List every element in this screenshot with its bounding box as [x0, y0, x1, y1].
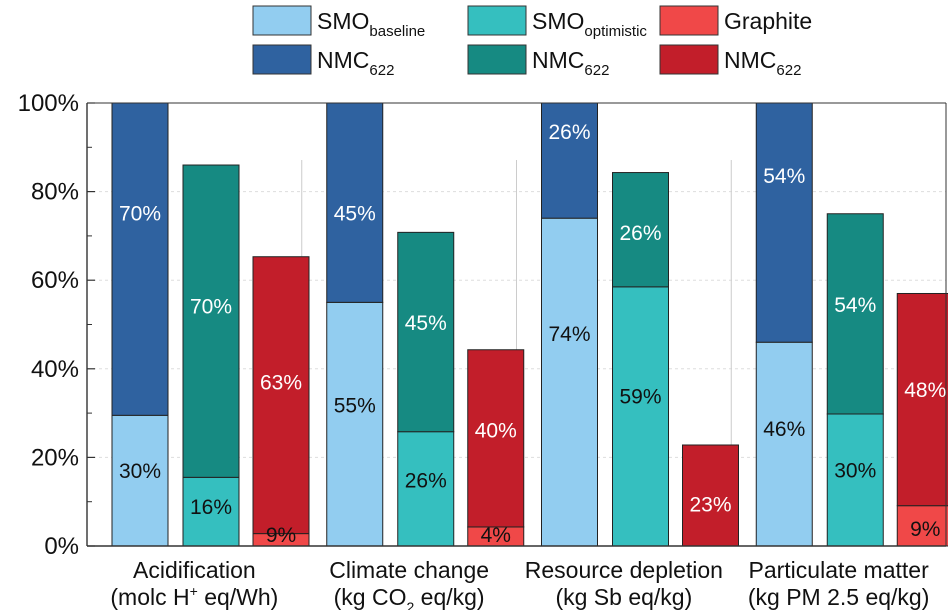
data-label: 16% [190, 496, 232, 519]
bar-segment-bottom [111, 414, 169, 547]
bar-segment-bottom [326, 301, 384, 547]
bar-segment-top [397, 231, 455, 433]
bar-segment-bottom [182, 476, 240, 547]
data-label: 59% [619, 386, 661, 409]
y-tick-label: 100% [18, 90, 79, 117]
x-category-label: Acidification [133, 557, 256, 583]
legend-label: NMC622 [317, 47, 394, 79]
legend-label: SMObaseline [317, 8, 425, 40]
bars [111, 102, 948, 547]
x-category-unit: (kg CO2 eq/kg) [334, 584, 485, 610]
data-label: 54% [763, 165, 805, 188]
data-label: 45% [334, 203, 376, 226]
bar-segment-top [326, 102, 384, 303]
bar-segment-bottom [755, 341, 813, 547]
bar-segment-top [755, 102, 813, 343]
data-label: 55% [334, 395, 376, 418]
y-tick-label: 40% [31, 356, 79, 383]
bar-segment-top [612, 172, 669, 288]
data-label: 30% [834, 459, 876, 482]
x-category-unit: (kg PM 2.5 eq/kg) [748, 584, 930, 610]
legend-label: SMOoptimistic [532, 8, 647, 40]
data-label: 74% [548, 323, 590, 346]
y-tick-label: 60% [31, 267, 79, 294]
legend-swatch [659, 44, 719, 75]
x-category-label: Resource depletion [525, 557, 723, 583]
bar-segment-top [182, 164, 240, 478]
bar-segment-top [467, 349, 525, 528]
data-label: 9% [910, 518, 940, 541]
legend-label: Graphite [724, 8, 812, 34]
data-label: 23% [689, 494, 731, 517]
data-label: 9% [266, 524, 296, 547]
legend-swatch [252, 44, 312, 75]
bar-segment-bottom [896, 505, 948, 547]
y-tick-label: 80% [31, 179, 79, 206]
legend-swatch [467, 5, 527, 36]
bar-segment-bottom [612, 286, 669, 547]
data-label: 26% [548, 121, 590, 144]
data-label: 26% [405, 470, 447, 493]
data-label: 48% [904, 379, 946, 402]
bar-segment-top [252, 256, 310, 535]
bar-segment-top [826, 213, 884, 415]
data-labels: 70% 30% 70% 16% 63% 9% 45% 55% 45% 26% 40% 4% 26% 74%… [119, 121, 946, 547]
data-label: 45% [405, 312, 447, 335]
x-category-label: Climate change [329, 557, 489, 583]
bar-segment-top [541, 102, 598, 219]
bar-segment-bottom [826, 413, 884, 547]
y-tick-label: 0% [44, 533, 79, 560]
data-label: 26% [619, 222, 661, 245]
legend-label: NMC622 [724, 47, 801, 79]
legend-swatch [467, 44, 527, 75]
x-category-unit: (molc H+ eq/Wh) [110, 583, 278, 610]
data-label: 54% [834, 294, 876, 317]
y-tick-label: 20% [31, 444, 79, 471]
data-label: 70% [190, 296, 232, 319]
data-label: 30% [119, 460, 161, 483]
x-category-label: Particulate matter [749, 557, 930, 583]
bar-segment-top [896, 292, 948, 507]
axes: 0% 20% 40% 60% 80% 100% Acidification(molc H+ … [18, 90, 947, 610]
legend-swatch [659, 5, 719, 36]
bar-segment-bottom [541, 217, 598, 547]
data-label: 70% [119, 202, 161, 225]
legend-swatch [252, 5, 312, 36]
data-label: 46% [763, 418, 805, 441]
bar-segment-top [111, 102, 169, 416]
data-label: 4% [481, 524, 511, 547]
legend-label: NMC622 [532, 47, 609, 79]
x-category-unit: (kg Sb eq/kg) [555, 584, 692, 610]
data-label: 40% [475, 419, 517, 442]
bar-segment-top [682, 444, 739, 547]
legend: SMObaseline SMOoptimistic Graphite NMC622 NM… [252, 5, 812, 79]
data-label: 63% [260, 371, 302, 394]
